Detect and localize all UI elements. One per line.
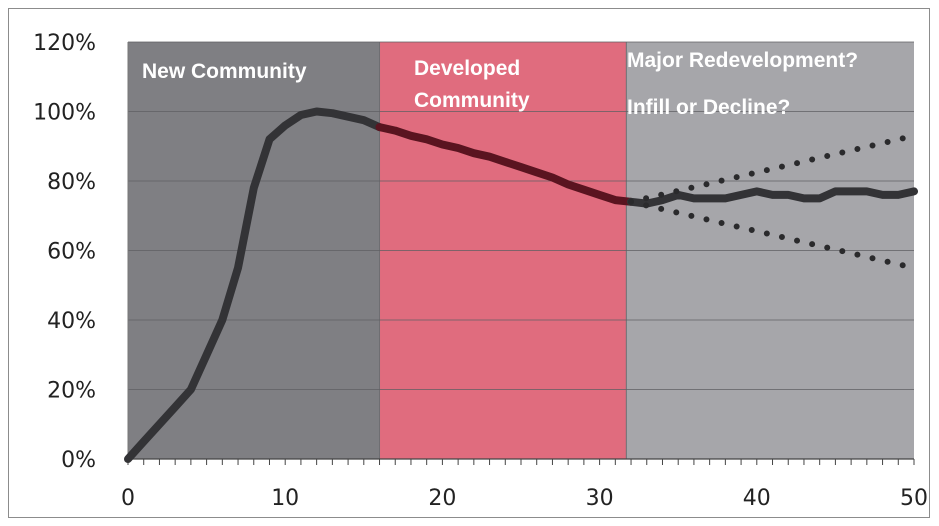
series-line-0 [124, 107, 384, 463]
y-tick-label-0: 0% [61, 448, 96, 473]
series-line-3 [628, 132, 917, 205]
y-tick-label-6: 120% [33, 31, 96, 56]
region-label-1-0: Developed [414, 57, 520, 80]
chart-frame [8, 8, 930, 518]
y-tick-label-2: 40% [47, 309, 96, 334]
region-label-1-1: Community [414, 89, 530, 112]
x-tick-label-0: 0 [121, 486, 135, 511]
y-tick-label-4: 80% [47, 170, 96, 195]
x-tick-label-3: 30 [586, 486, 614, 511]
series-line-1 [375, 123, 635, 206]
region-labels: New Community Developed Community Major Red… [142, 49, 858, 119]
x-tick-label-2: 20 [428, 486, 456, 511]
series-line-2 [627, 187, 918, 208]
gridlines [128, 41, 914, 390]
region-label-2-1: Infill or Decline? [627, 96, 790, 119]
y-tick-label-5: 100% [33, 101, 96, 126]
axes: 0 10 20 30 40 50 0% 20% 40% 60% 80% 100% 120% [33, 31, 928, 511]
x-tick-label-1: 10 [271, 486, 299, 511]
x-tick-label-5: 50 [900, 486, 928, 511]
x-tick-label-4: 40 [743, 486, 771, 511]
region-label-0-0: New Community [142, 60, 307, 83]
series-lines [124, 107, 918, 463]
y-tick-label-3: 60% [47, 240, 96, 265]
y-tick-label-1: 20% [47, 379, 96, 404]
region-label-2-0: Major Redevelopment? [627, 49, 858, 72]
series-line-4 [628, 198, 917, 271]
